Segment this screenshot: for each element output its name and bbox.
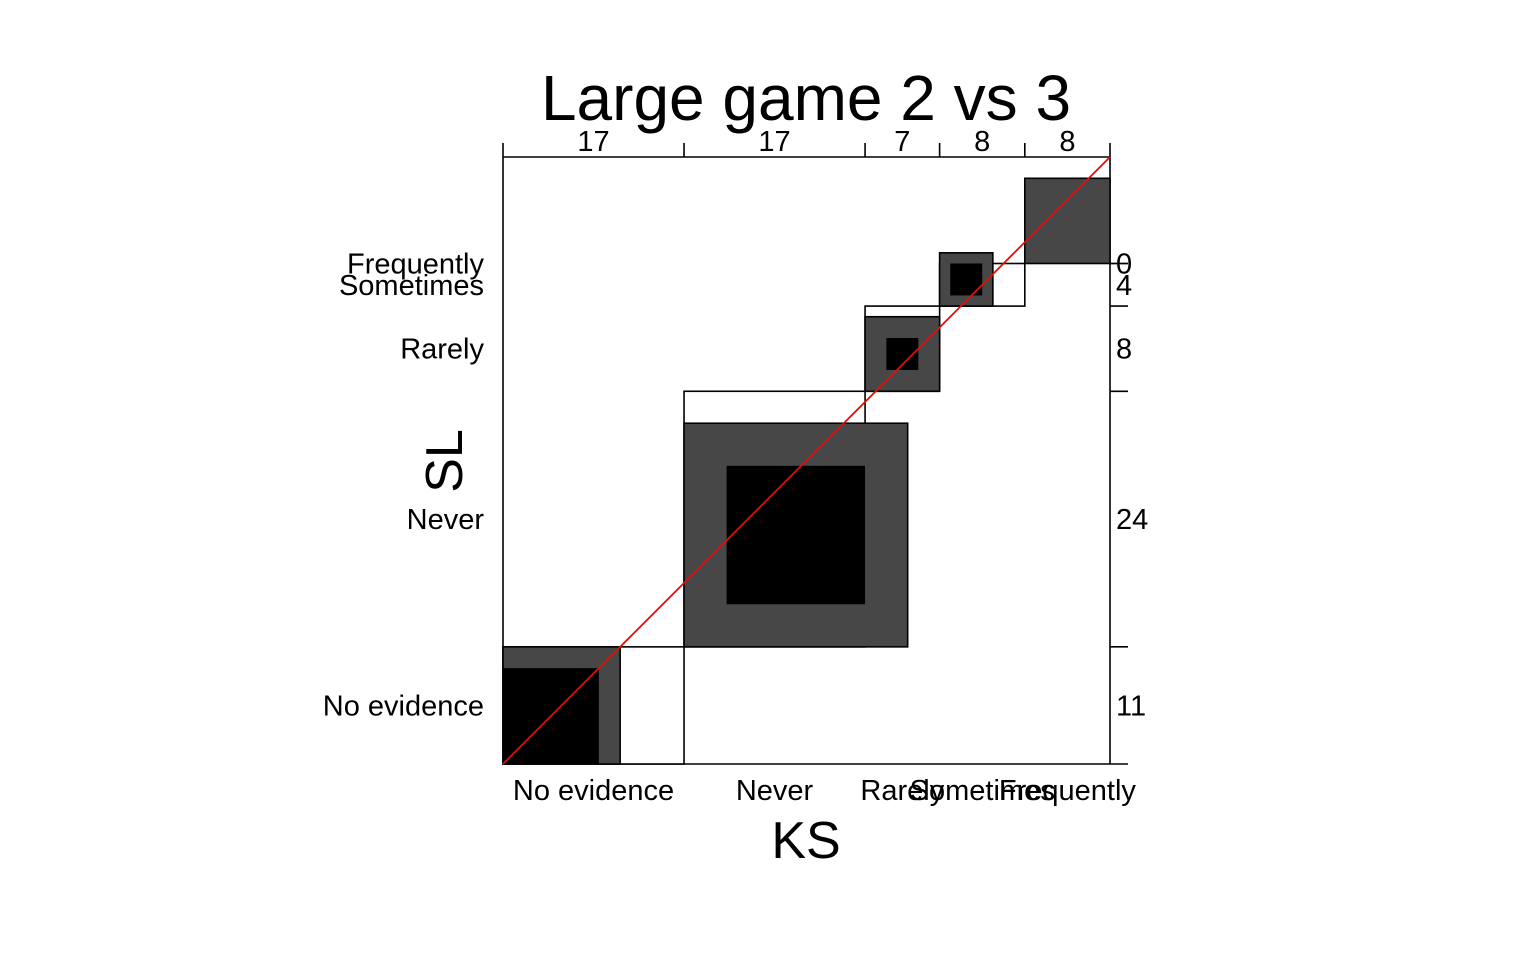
x-tick-label-no-evidence: No evidence [513,775,674,807]
y-tick-label-never: Never [407,504,485,536]
plot-marks: No evidence No evidence 17 11 Never Never 17 24… [323,126,1148,807]
x-tick-label-rarely: Rarely [860,775,944,807]
y-axis-title: SL [416,429,474,493]
row-total-sometimes: 4 [1116,270,1132,302]
row-total-no-evidence: 11 [1116,690,1146,722]
x-axis-title: KS [771,812,840,870]
column-total-frequently: 8 [1059,126,1075,158]
exact-agreement-never [726,465,866,605]
y-tick-label-rarely: Rarely [400,334,484,366]
y-tick-label-frequently: Frequently [347,248,485,280]
row-total-frequently: 0 [1116,248,1132,280]
diagonal-line [502,156,1111,765]
column-total-no-evidence: 17 [577,126,609,158]
column-total-never: 17 [758,126,790,158]
x-tick-label-sometimes: Sometimes [910,775,1055,807]
partial-agreement-frequently [1024,177,1111,265]
row-total-never: 24 [1116,504,1148,536]
chart-title: Large game 2 vs 3 [541,62,1071,134]
column-total-rarely: 7 [894,126,910,158]
y-tick-label-sometimes: Sometimes [339,270,484,302]
column-total-sometimes: 8 [974,126,990,158]
x-tick-label-never: Never [736,775,814,807]
y-tick-label-no-evidence: No evidence [323,690,484,722]
x-tick-label-frequently: Frequently [999,775,1137,807]
row-total-rarely: 8 [1116,334,1132,366]
